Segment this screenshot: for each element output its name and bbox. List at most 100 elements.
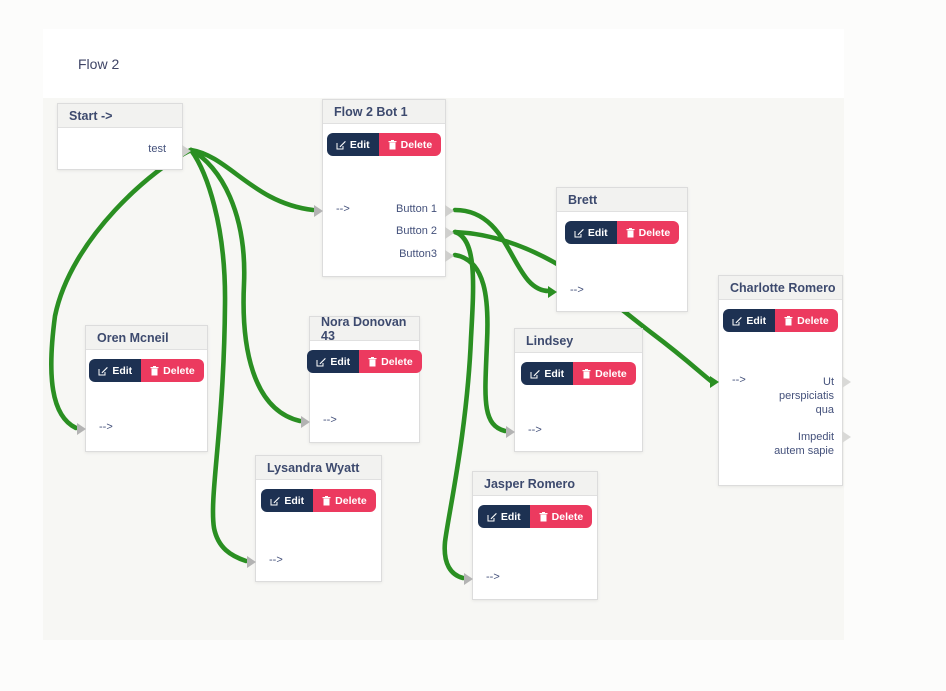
trash-icon	[368, 356, 377, 366]
edit-button-label: Edit	[587, 226, 608, 239]
flow-header-bar: Flow 2	[43, 29, 844, 98]
input-label: -->	[99, 421, 113, 433]
node-jasper[interactable]: Jasper Romero Edit Delete -->	[464, 471, 598, 600]
output-label-button1: Button 1	[396, 203, 437, 215]
output-port-button3[interactable]	[445, 250, 454, 262]
edit-button-label: Edit	[330, 355, 351, 368]
delete-button[interactable]: Delete	[616, 221, 680, 244]
input-label: -->	[732, 374, 746, 386]
output-port-test[interactable]	[182, 145, 191, 157]
delete-button[interactable]: Delete	[359, 350, 422, 373]
connections-layer	[49, 147, 714, 581]
edit-button[interactable]: Edit	[307, 350, 360, 373]
input-port[interactable]	[77, 423, 86, 435]
output-label-impedit-autem: Impedit autem sapie	[774, 431, 834, 457]
trash-icon	[626, 227, 635, 237]
delete-button[interactable]: Delete	[378, 133, 442, 156]
node-charlotte[interactable]: Charlotte Romero Edit Delete --> Ut pers…	[710, 275, 851, 486]
node-lindsey-title: Lindsey	[515, 329, 642, 353]
delete-button[interactable]: Delete	[313, 489, 376, 512]
edit-pencil-icon	[487, 512, 497, 521]
connection-button2-to-jasper[interactable]	[442, 229, 476, 581]
input-label: -->	[323, 414, 337, 426]
delete-button-label: Delete	[551, 510, 584, 523]
input-port[interactable]	[710, 376, 719, 388]
connection-button3-to-lindsey[interactable]	[452, 252, 508, 434]
input-label: -->	[570, 284, 584, 296]
delete-button[interactable]: Delete	[529, 505, 593, 528]
node-lysandra[interactable]: Lysandra Wyatt Edit Delete -->	[247, 455, 382, 582]
output-port-1[interactable]	[842, 376, 851, 388]
edit-button[interactable]: Edit	[723, 309, 776, 332]
output-label-button2: Button 2	[396, 225, 437, 237]
output-port-button2[interactable]	[445, 227, 454, 239]
trash-icon	[322, 495, 331, 505]
edit-button[interactable]: Edit	[477, 505, 530, 528]
output-label-button3: Button3	[399, 248, 437, 260]
edit-pencil-icon	[316, 357, 327, 366]
node-flow2bot1-title: Flow 2 Bot 1	[323, 100, 445, 124]
edit-button-label: Edit	[544, 367, 565, 380]
edit-pencil-icon	[530, 369, 541, 378]
node-nora-title: Nora Donovan 43	[310, 315, 419, 343]
input-label: -->	[336, 203, 350, 215]
delete-button-label: Delete	[797, 314, 829, 327]
trash-icon	[784, 315, 793, 325]
delete-button-label: Delete	[335, 494, 367, 507]
connection-button2-to-charlotte[interactable]	[452, 229, 714, 384]
input-label: -->	[528, 424, 542, 436]
node-brett[interactable]: Brett Edit Delete -->	[548, 187, 688, 312]
edit-button-label: Edit	[349, 138, 370, 151]
delete-button-label: Delete	[638, 226, 671, 239]
delete-button[interactable]: Delete	[141, 359, 204, 382]
input-port[interactable]	[314, 205, 323, 217]
delete-button-label: Delete	[381, 355, 413, 368]
connection-button1-to-brett[interactable]	[452, 207, 552, 294]
delete-button[interactable]: Delete	[775, 309, 838, 332]
connection-test-to-lysandra[interactable]	[188, 147, 249, 564]
input-port[interactable]	[464, 573, 473, 585]
edit-button[interactable]: Edit	[564, 221, 617, 244]
node-oren-title: Oren Mcneil	[86, 326, 207, 350]
node-start-title: Start ->	[58, 104, 182, 128]
connection-test-to-oren[interactable]	[49, 147, 194, 431]
node-flow2bot1[interactable]: Flow 2 Bot 1 Edit Delete --> Button 1 Bu…	[314, 99, 454, 277]
input-port[interactable]	[247, 556, 256, 568]
trash-icon	[539, 511, 548, 521]
edit-button[interactable]: Edit	[326, 133, 379, 156]
edit-button[interactable]: Edit	[521, 362, 574, 385]
node-jasper-title: Jasper Romero	[473, 472, 597, 496]
input-port[interactable]	[548, 286, 557, 298]
node-nora[interactable]: Nora Donovan 43 Edit Delete -->	[301, 315, 422, 443]
trash-icon	[388, 139, 397, 149]
input-label: -->	[269, 554, 283, 566]
input-label: -->	[486, 571, 500, 583]
delete-button[interactable]: Delete	[573, 362, 636, 385]
delete-button-label: Delete	[400, 138, 433, 151]
edit-button[interactable]: Edit	[89, 359, 142, 382]
edit-pencil-icon	[336, 140, 346, 149]
flow-title: Flow 2	[78, 55, 120, 72]
edit-button-label: Edit	[112, 364, 133, 377]
node-start[interactable]: Start -> test	[57, 103, 191, 170]
node-oren[interactable]: Oren Mcneil Edit Delete -->	[77, 325, 208, 452]
trash-icon	[582, 368, 591, 378]
node-lindsey[interactable]: Lindsey Edit Delete -->	[506, 328, 643, 452]
edit-pencil-icon	[98, 366, 109, 375]
node-brett-title: Brett	[557, 188, 687, 212]
edit-button[interactable]: Edit	[261, 489, 314, 512]
output-port-2[interactable]	[842, 431, 851, 443]
output-port-button1[interactable]	[445, 205, 454, 217]
output-label-ut-perspiciatis: Ut perspiciatis qua	[778, 376, 834, 416]
flow-canvas[interactable]: Start -> test Flow 2 Bot 1 Edit Delete -…	[43, 98, 851, 640]
edit-pencil-icon	[270, 496, 281, 505]
input-port[interactable]	[301, 416, 310, 428]
edit-button-label: Edit	[500, 510, 521, 523]
output-label-test: test	[148, 143, 166, 155]
node-charlotte-title: Charlotte Romero	[719, 276, 842, 300]
delete-button-label: Delete	[163, 364, 195, 377]
connection-test-to-nora[interactable]	[188, 147, 303, 424]
connection-test-to-bot1[interactable]	[188, 147, 316, 213]
input-port[interactable]	[506, 426, 515, 438]
edit-button-label: Edit	[746, 314, 767, 327]
